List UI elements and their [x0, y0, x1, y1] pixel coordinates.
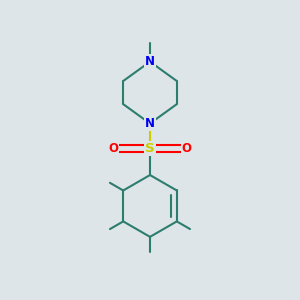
- Text: N: N: [145, 117, 155, 130]
- Text: O: O: [182, 142, 192, 155]
- Text: N: N: [145, 55, 155, 68]
- Text: O: O: [108, 142, 118, 155]
- Text: S: S: [145, 142, 155, 155]
